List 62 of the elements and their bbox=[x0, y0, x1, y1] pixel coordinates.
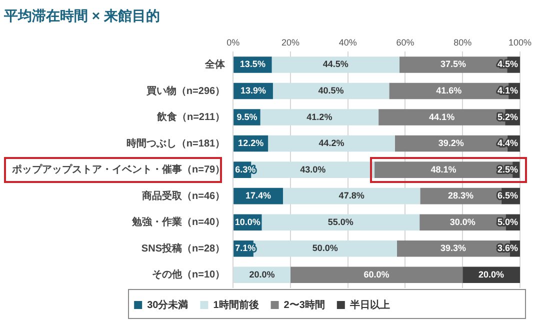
data-label: 37.5% bbox=[440, 59, 466, 70]
legend-label: 1時間前後 bbox=[213, 298, 259, 311]
data-label: 13.9% bbox=[240, 85, 266, 96]
x-tick-label: 100% bbox=[508, 38, 532, 48]
bar bbox=[234, 266, 290, 284]
bar bbox=[268, 135, 395, 152]
legend-label: 2〜3時間 bbox=[284, 298, 325, 311]
data-label: 2.5% bbox=[497, 164, 518, 174]
data-label: 39.3% bbox=[440, 243, 466, 254]
data-label: 5.0% bbox=[497, 216, 518, 227]
bar bbox=[290, 266, 463, 284]
data-label: 48.1% bbox=[430, 164, 456, 174]
data-label: 30.0% bbox=[450, 216, 476, 227]
y-tick-label: ポップアップストア・イベント・催事（n=79） bbox=[10, 164, 226, 176]
bar bbox=[282, 188, 420, 204]
y-tick-label: 買い物（n=296） bbox=[145, 84, 226, 97]
data-label: 17.4% bbox=[246, 190, 272, 201]
bar bbox=[260, 109, 379, 126]
text: 平均滞在時間 × 来館目的 bbox=[3, 7, 160, 24]
data-label: 43.0% bbox=[300, 164, 326, 174]
y-tick-label: その他（n=10） bbox=[152, 268, 226, 281]
data-label: 9.5% bbox=[236, 112, 258, 122]
data-label: 44.5% bbox=[322, 59, 348, 70]
x-tick-label: 0% bbox=[226, 38, 240, 48]
y-tick-label: SNS投稿（n=28） bbox=[141, 242, 226, 254]
data-label: 55.0% bbox=[328, 216, 354, 227]
bar bbox=[272, 56, 400, 73]
data-label: 5.2% bbox=[497, 112, 518, 122]
data-label: 50.0% bbox=[312, 243, 338, 254]
y-tick-label: 勉強・作業（n=40） bbox=[130, 216, 226, 228]
y-tick-label: 商品受取（n=46） bbox=[140, 190, 226, 202]
data-label: 3.6% bbox=[497, 243, 518, 254]
data-label: 47.8% bbox=[338, 190, 364, 201]
data-label: 6.5% bbox=[497, 190, 518, 201]
data-label: 4.5% bbox=[497, 59, 518, 70]
x-tick-label: 60% bbox=[396, 38, 414, 48]
data-label: 20.0% bbox=[478, 269, 504, 280]
data-label: 4.1% bbox=[497, 85, 518, 96]
bar bbox=[462, 266, 520, 284]
y-tick-label: 全体 bbox=[204, 58, 226, 70]
bar bbox=[272, 82, 390, 100]
data-label: 41.2% bbox=[306, 112, 332, 122]
data-label: 39.2% bbox=[438, 138, 464, 148]
data-label: 60.0% bbox=[364, 269, 390, 280]
data-label: 44.1% bbox=[429, 112, 455, 122]
x-tick-label: 20% bbox=[281, 38, 300, 48]
data-label: 20.0% bbox=[249, 269, 275, 280]
x-tick-label: 40% bbox=[338, 38, 357, 48]
legend-label: 30分未満 bbox=[147, 298, 188, 311]
data-label: 28.3% bbox=[448, 190, 474, 201]
data-label: 13.5% bbox=[240, 59, 266, 70]
data-label: 12.2% bbox=[238, 138, 264, 148]
y-tick-label: 時間つぶし（n=181） bbox=[126, 137, 226, 150]
bar bbox=[262, 214, 420, 230]
x-tick-label: 80% bbox=[454, 38, 472, 48]
data-label: 40.5% bbox=[318, 85, 344, 96]
y-tick-label: 飲食（n=211） bbox=[156, 111, 226, 124]
data-label: 44.2% bbox=[318, 138, 344, 148]
data-label: 41.6% bbox=[436, 85, 462, 96]
data-label: 10.0% bbox=[234, 216, 260, 227]
legend-label: 半日以上 bbox=[348, 298, 390, 311]
data-label: 4.4% bbox=[497, 138, 518, 148]
